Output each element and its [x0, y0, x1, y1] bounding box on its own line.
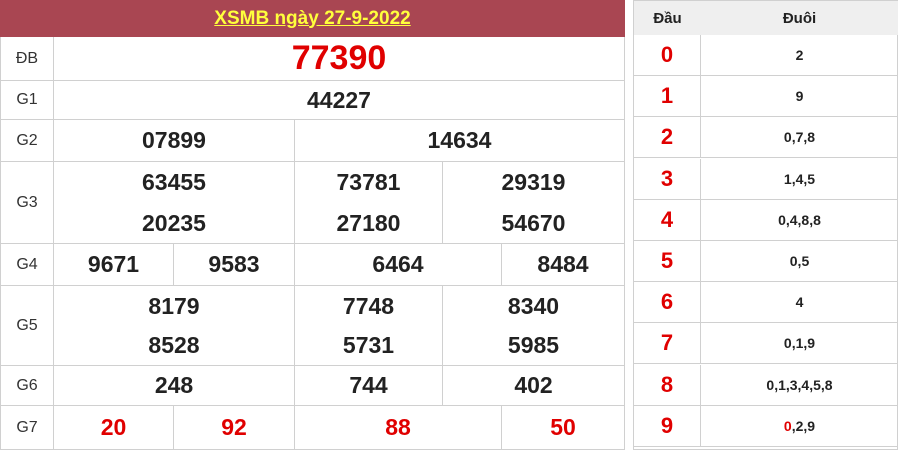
loto-tail-highlight: 0 [783, 417, 792, 434]
prize-label-g3: G3 [0, 162, 54, 244]
prize-number-g4: 8484 [502, 244, 625, 286]
loto-tail: 0,1,9 [701, 323, 898, 365]
prize-number-g4: 9671 [54, 244, 174, 286]
prize-number-g5: 5731 [295, 326, 443, 366]
loto-tail: 9 [701, 76, 898, 118]
prize-number-g7: 50 [502, 406, 625, 450]
prize-number-g3: 54670 [443, 203, 625, 244]
prize-number-g6: 744 [295, 366, 443, 406]
prize-number-g7: 92 [174, 406, 295, 450]
prize-number-g2: 07899 [54, 120, 295, 162]
loto-tail-values: 0,5 [789, 253, 810, 269]
loto-head: 9 [634, 405, 701, 447]
prize-number-g4: 9583 [174, 244, 295, 286]
head-column-header: Đầu [634, 1, 701, 35]
loto-tail-values: 0,4,8,8 [778, 211, 821, 228]
prize-number-g5: 8528 [54, 326, 295, 366]
prize-number-g1: 44227 [54, 81, 625, 120]
prize-number-g3: 27180 [295, 203, 443, 244]
loto-tail-values: 4 [795, 294, 804, 311]
loto-head: 1 [634, 76, 701, 118]
prize-number-g5: 7748 [295, 286, 443, 326]
loto-tail: 0,5 [701, 241, 898, 282]
prize-number-g7: 20 [54, 406, 174, 450]
loto-tail-values: 0,1,9 [783, 335, 816, 352]
loto-head: 0 [634, 35, 701, 76]
prize-label-g2: G2 [0, 120, 54, 162]
prize-number-g6: 248 [54, 366, 295, 406]
prize-label-g6: G6 [0, 366, 54, 406]
loto-tail-values: 9 [795, 88, 804, 105]
loto-head: 2 [634, 117, 701, 159]
prize-number-g5: 8340 [443, 286, 625, 326]
loto-head: 3 [634, 158, 701, 200]
prize-number-g3: 20235 [54, 203, 295, 244]
loto-head: 6 [634, 282, 701, 324]
prize-number-g6: 402 [443, 366, 625, 406]
loto-head: 4 [634, 199, 701, 241]
loto-tail: 0,7,8 [701, 117, 898, 159]
prize-number-g3: 29319 [443, 162, 625, 203]
prize-number-g5: 8179 [54, 286, 295, 326]
loto-tail: 4 [701, 282, 898, 324]
loto-head: 7 [634, 323, 701, 365]
loto-tail-values: 1,4,5 [783, 170, 816, 187]
prize-number-g3: 73781 [295, 162, 443, 203]
prize-label-g7: G7 [0, 406, 54, 450]
prize-label-g1: G1 [0, 81, 54, 120]
prize-number-g7: 88 [295, 406, 502, 450]
tail-column-header: Đuôi [701, 1, 898, 35]
loto-tail: 0,4,8,8 [701, 200, 898, 241]
loto-table: Đầu Đuôi 0 2 1 9 2 0,7,8 3 1,4,5 4 0,4,8,8 5 0,5 6 4 7… [633, 0, 898, 450]
loto-tail-values: 0,7,8 [783, 129, 816, 146]
prize-number-g4: 6464 [295, 244, 502, 286]
loto-tail-values: ,2,9 [791, 417, 816, 434]
loto-tail-values: 2 [795, 47, 804, 63]
prize-number-g5: 5985 [443, 326, 625, 366]
loto-tail: 1,4,5 [701, 159, 898, 200]
prize-label-g5: G5 [0, 286, 54, 366]
loto-tail: 2 [701, 35, 898, 76]
prize-number-g3: 63455 [54, 162, 295, 203]
prize-label-g4: G4 [0, 244, 54, 286]
loto-tail: 0,1,3,4,5,8 [701, 365, 898, 406]
prize-number-db: 77390 [54, 37, 625, 81]
loto-head: 8 [634, 364, 701, 406]
results-title[interactable]: XSMB ngày 27-9-2022 [0, 0, 625, 37]
prize-number-g2: 14634 [295, 120, 625, 162]
loto-head: 5 [634, 241, 701, 282]
loto-tail: 0,2,9 [701, 406, 898, 447]
loto-tail-values: 0,1,3,4,5,8 [766, 376, 833, 393]
prize-label-db: ĐB [0, 37, 54, 81]
